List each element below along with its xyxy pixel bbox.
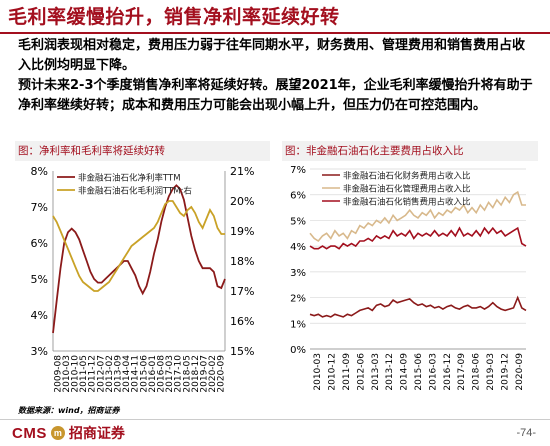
legend-label: 非金融石油石化毛利润TTM:右: [78, 186, 192, 197]
y-right-tick-label: 16%: [230, 315, 254, 328]
y-left-tick-label: 5%: [31, 273, 48, 286]
chart-title: 图：净利率和毛利率将延续好转: [15, 141, 270, 161]
x-tick-label: 2016-03: [428, 353, 438, 391]
logo-text: CMS: [12, 424, 47, 442]
legend-label: 非金融石油石化销售费用占收入比: [343, 197, 471, 208]
x-tick-label: 2015-06: [414, 353, 424, 391]
data-source: 数据来源：wind，招商证券: [18, 406, 120, 415]
y-right-tick-label: 18%: [230, 255, 254, 268]
x-tick-label: 2020-09: [217, 355, 227, 393]
x-tick-label: 2012-07: [96, 355, 106, 393]
company-logo: CMS m 招商证券: [12, 424, 125, 443]
legend-label: 非金融石油石化净利率TTM: [78, 173, 181, 184]
expense-chart: 0% 1% 2% 3% 4% 5% 6% 7% 2010-03 2010-12 2011-09 201…: [290, 165, 527, 391]
page-number: -74-: [516, 427, 536, 439]
series-line: [52, 200, 225, 292]
title-divider: [0, 32, 550, 34]
x-tick-label: 2020-02: [208, 355, 218, 393]
x-tick-label: 2010-03: [313, 353, 323, 391]
chart-panel-margins: 图：净利率和毛利率将延续好转 3% 4% 5% 6% 7% 8% 15% 16% 17% 18% 1…: [15, 141, 270, 403]
x-tick-label: 2019-07: [200, 355, 210, 393]
x-tick-label: 2011-12: [88, 355, 98, 393]
x-tick-label: 2015-06: [139, 355, 149, 393]
x-tick-label: 2012-06: [356, 353, 366, 391]
x-tick-label: 2017-10: [174, 355, 184, 393]
y-tick-label: 1%: [290, 319, 306, 330]
x-tick-label: 2018-12: [191, 355, 201, 393]
x-tick-label: 2009-08: [53, 355, 63, 393]
x-tick-label: 2010-03: [62, 355, 72, 393]
legend-label: 非金融石油石化管理费用占收入比: [343, 184, 471, 195]
x-tick-label: 2020-09: [515, 353, 525, 391]
x-tick-label: 2013-12: [385, 353, 395, 391]
y-tick-label: 6%: [290, 191, 306, 202]
paragraph-outlook: 预计未来2-3个季度销售净利率将延续好转。展望2021年，企业毛利率缓慢抬升将有…: [18, 78, 533, 113]
x-tick-label: 2014-04: [122, 355, 132, 393]
y-left-tick-label: 7%: [31, 201, 48, 214]
x-tick-label: 2016-01: [148, 355, 158, 393]
x-tick-label: 2019-03: [486, 353, 496, 391]
series-line: [52, 184, 226, 334]
x-tick-label: 2016-12: [443, 353, 453, 391]
chart-panel-expenses: 图：非金融石油石化主要费用占收入比 0% 1% 2% 3% 4% 5% 6% 7% 2010-0…: [282, 141, 538, 403]
paragraph-expenses: 毛利润表现相对稳定，费用压力弱于往年同期水平，财务费用、管理费用和销售费用占收入…: [18, 38, 526, 73]
y-tick-label: 5%: [290, 216, 306, 227]
series-line: [309, 190, 526, 243]
y-right-tick-label: 15%: [230, 345, 254, 358]
y-tick-label: 2%: [290, 294, 306, 305]
x-tick-label: 2010-12: [328, 353, 338, 391]
x-tick-label: 2010-10: [71, 355, 81, 393]
y-right-tick-label: 17%: [230, 285, 254, 298]
page-title: 毛利率缓慢抬升，销售净利率延续好转: [8, 6, 340, 28]
x-tick-label: 2013-03: [371, 353, 381, 391]
x-tick-label: 2017-09: [457, 353, 467, 391]
x-tick-label: 2016-08: [157, 355, 167, 393]
x-tick-label: 2018-05: [182, 355, 192, 393]
logo-mark-icon: m: [50, 426, 65, 440]
y-tick-label: 4%: [290, 242, 306, 253]
x-tick-label: 2013-02: [105, 355, 115, 393]
x-tick-label: 2011-09: [342, 353, 352, 391]
x-tick-label: 2018-06: [472, 353, 482, 391]
y-right-tick-label: 19%: [230, 225, 254, 238]
y-left-tick-label: 3%: [31, 345, 48, 358]
x-tick-label: 2011-05: [79, 355, 89, 393]
y-tick-label: 7%: [290, 165, 306, 176]
y-right-tick-label: 21%: [230, 165, 254, 178]
series-line: [309, 295, 527, 318]
logo-chinese-name: 招商证券: [68, 426, 125, 442]
legend-label: 非金融石油石化财务费用占收入比: [343, 171, 471, 182]
x-tick-label: 2017-03: [165, 355, 175, 393]
chart-title: 图：非金融石油石化主要费用占收入比: [282, 141, 538, 161]
x-tick-label: 2013-09: [114, 355, 124, 393]
x-tick-label: 2014-09: [400, 353, 410, 391]
footer-divider: [0, 419, 550, 420]
margin-chart: 3% 4% 5% 6% 7% 8% 15% 16% 17% 18% 19% 20% 21% 2009-08…: [31, 165, 255, 393]
y-right-tick-label: 20%: [230, 195, 254, 208]
y-left-tick-label: 4%: [31, 309, 48, 322]
x-tick-label: 2014-11: [131, 355, 141, 393]
y-tick-label: 0%: [290, 345, 306, 356]
series-line: [309, 226, 527, 250]
x-tick-label: 2019-12: [500, 353, 510, 391]
y-left-tick-label: 6%: [31, 237, 48, 250]
y-tick-label: 3%: [290, 268, 306, 279]
y-left-tick-label: 8%: [31, 165, 48, 178]
